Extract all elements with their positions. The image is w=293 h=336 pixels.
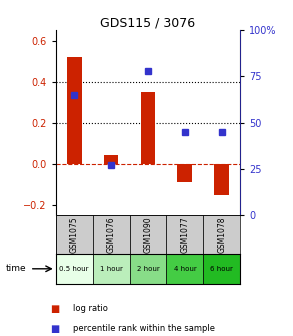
Bar: [141, 92, 155, 164]
Bar: [56, 254, 93, 284]
Bar: [166, 215, 203, 254]
Text: percentile rank within the sample: percentile rank within the sample: [73, 324, 215, 333]
Text: log ratio: log ratio: [73, 304, 108, 313]
Bar: [203, 254, 240, 284]
Title: GDS115 / 3076: GDS115 / 3076: [100, 16, 195, 29]
Text: 6 hour: 6 hour: [210, 266, 233, 272]
Bar: [93, 254, 130, 284]
Text: 2 hour: 2 hour: [137, 266, 159, 272]
Text: time: time: [6, 264, 26, 273]
Text: GSM1076: GSM1076: [107, 216, 115, 253]
Bar: [104, 156, 118, 164]
Bar: [130, 254, 166, 284]
Text: GSM1077: GSM1077: [180, 216, 189, 253]
Text: ■: ■: [50, 324, 59, 334]
Text: GSM1090: GSM1090: [144, 216, 152, 253]
Text: 1 hour: 1 hour: [100, 266, 122, 272]
Text: GSM1075: GSM1075: [70, 216, 79, 253]
Bar: [93, 215, 130, 254]
Bar: [214, 164, 229, 195]
Text: GSM1078: GSM1078: [217, 216, 226, 253]
Text: 0.5 hour: 0.5 hour: [59, 266, 89, 272]
Bar: [130, 215, 166, 254]
Bar: [56, 215, 93, 254]
Text: 4 hour: 4 hour: [173, 266, 196, 272]
Bar: [203, 215, 240, 254]
Text: ■: ■: [50, 304, 59, 314]
Bar: [67, 57, 81, 164]
Bar: [178, 164, 192, 182]
Bar: [166, 254, 203, 284]
